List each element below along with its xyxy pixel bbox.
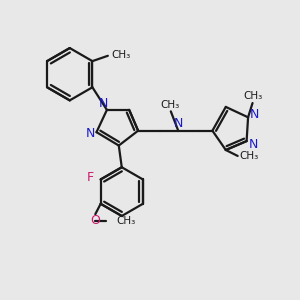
Text: N: N [173, 117, 183, 130]
Text: CH₃: CH₃ [117, 216, 136, 226]
Text: N: N [250, 108, 259, 121]
Text: O: O [90, 214, 100, 227]
Text: N: N [85, 127, 94, 140]
Text: CH₃: CH₃ [160, 100, 179, 110]
Text: CH₃: CH₃ [239, 151, 259, 161]
Text: N: N [248, 138, 258, 151]
Text: CH₃: CH₃ [244, 91, 263, 101]
Text: F: F [87, 171, 94, 184]
Text: N: N [98, 98, 108, 110]
Text: CH₃: CH₃ [111, 50, 131, 61]
